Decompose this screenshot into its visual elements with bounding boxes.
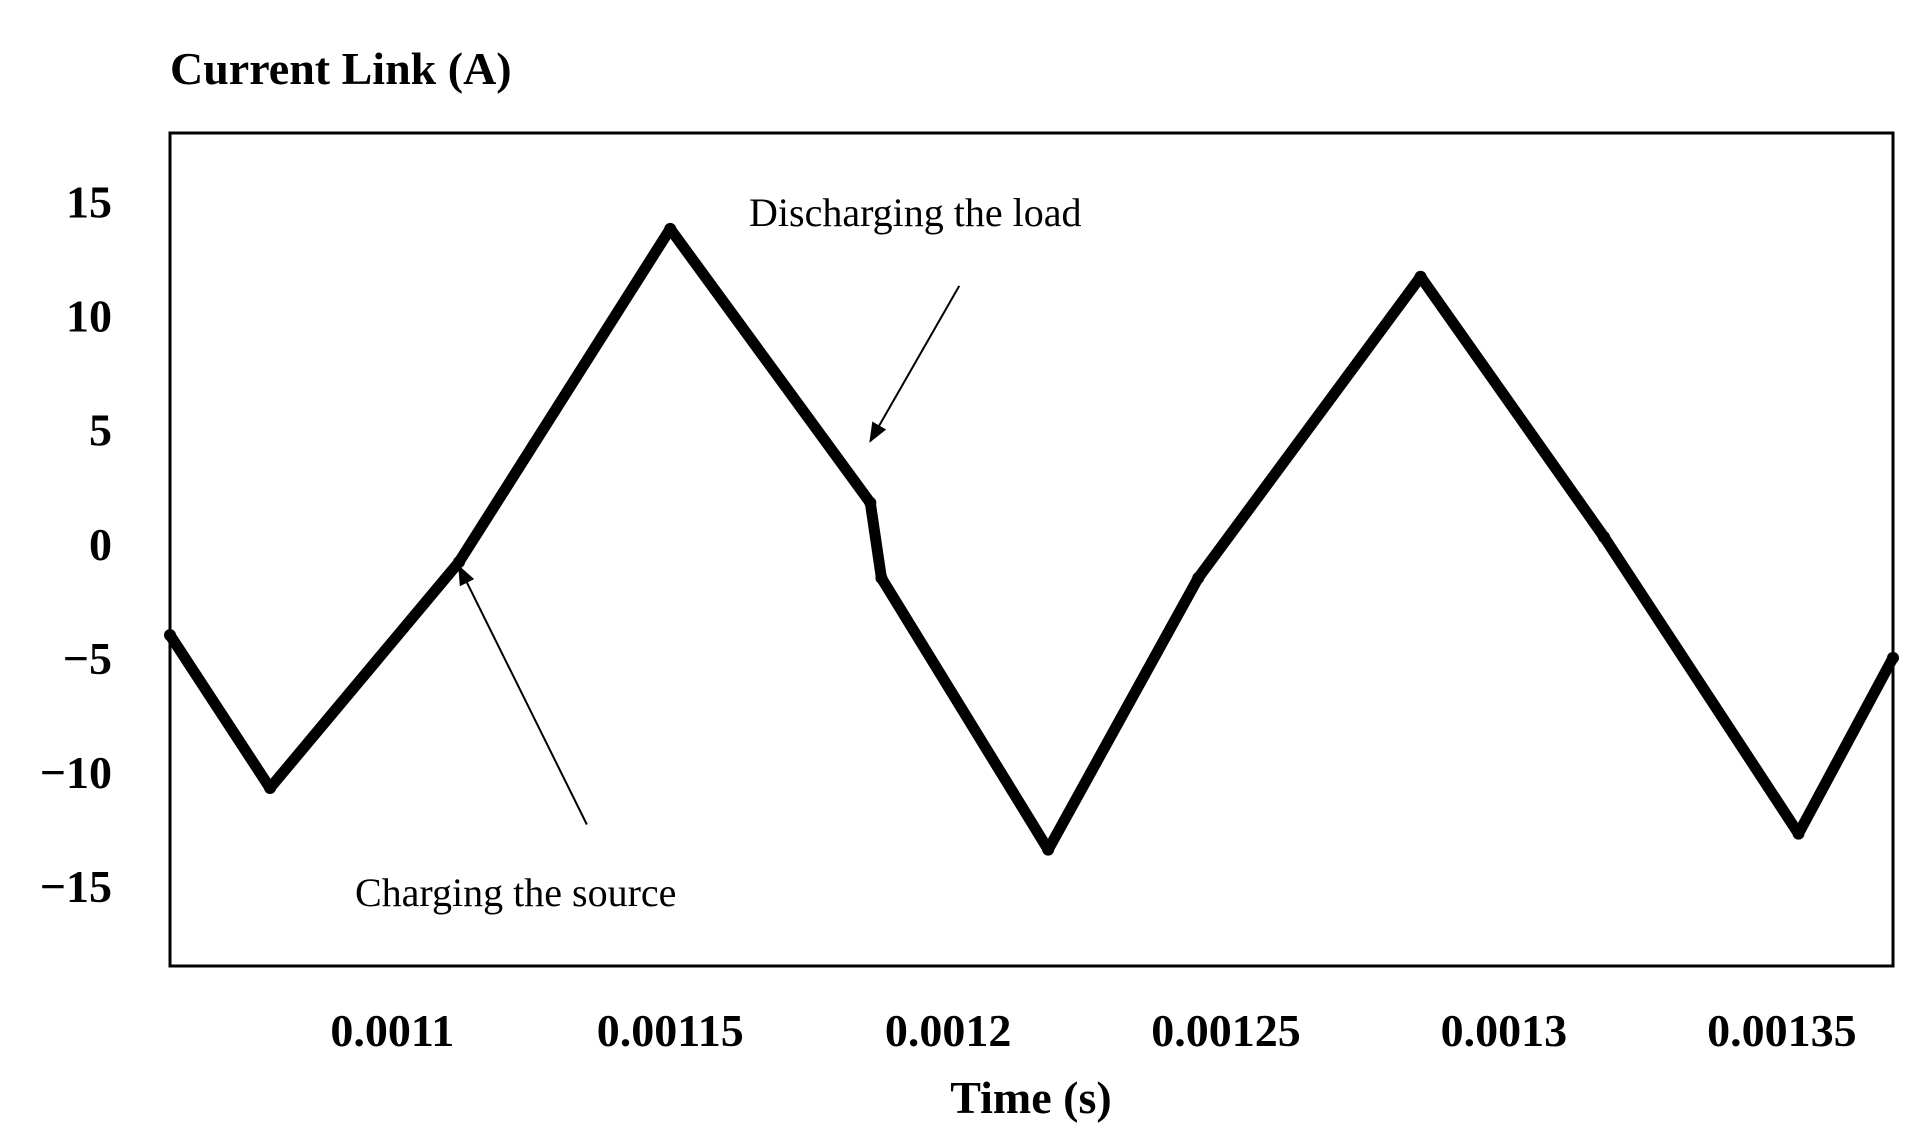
series-point [164,629,176,642]
series-point [1042,843,1055,856]
series-point [1192,572,1205,585]
chart-title: Current Link (A) [170,43,512,94]
series-layer [164,222,1899,856]
current-link-series-line [164,223,1899,856]
series-point [1597,530,1610,543]
y-tick-label: 10 [66,291,112,342]
x-tick-label: 0.00135 [1707,1005,1857,1056]
x-axis-label: Time (s) [950,1072,1111,1123]
x-tick-label: 0.0011 [330,1005,454,1056]
x-tick-labels: 0.0011 0.00115 0.0012 0.00125 0.0013 0.00135 [330,1005,1856,1056]
y-tick-label: −5 [63,633,112,684]
series-point [864,496,877,509]
series-point [664,222,677,235]
annotation-arrow [869,285,961,443]
y-tick-label: 5 [89,405,112,456]
x-tick-label: 0.0013 [1441,1005,1568,1056]
series-point [1414,270,1427,283]
plot-frame [168,131,1895,968]
y-tick-label: −10 [40,747,112,798]
annotation-layer: Discharging the load Charging the source [355,190,1082,915]
y-tick-label: −15 [40,861,112,912]
series-point [264,781,277,794]
annotation-arrow [458,564,588,825]
series-point [1792,827,1805,840]
y-tick-label: 15 [66,176,112,227]
series-point [453,556,466,569]
annotation-label: Discharging the load [749,190,1082,235]
x-tick-label: 0.0012 [885,1005,1012,1056]
annotation-label: Charging the source [355,870,676,915]
y-tick-label: 0 [89,519,112,570]
series-point [1887,651,1899,664]
series-point [875,572,888,585]
x-tick-label: 0.00125 [1151,1005,1301,1056]
x-tick-label: 0.00115 [597,1005,744,1056]
y-tick-labels: 15 10 5 0 −5 −10 −15 [40,176,112,912]
